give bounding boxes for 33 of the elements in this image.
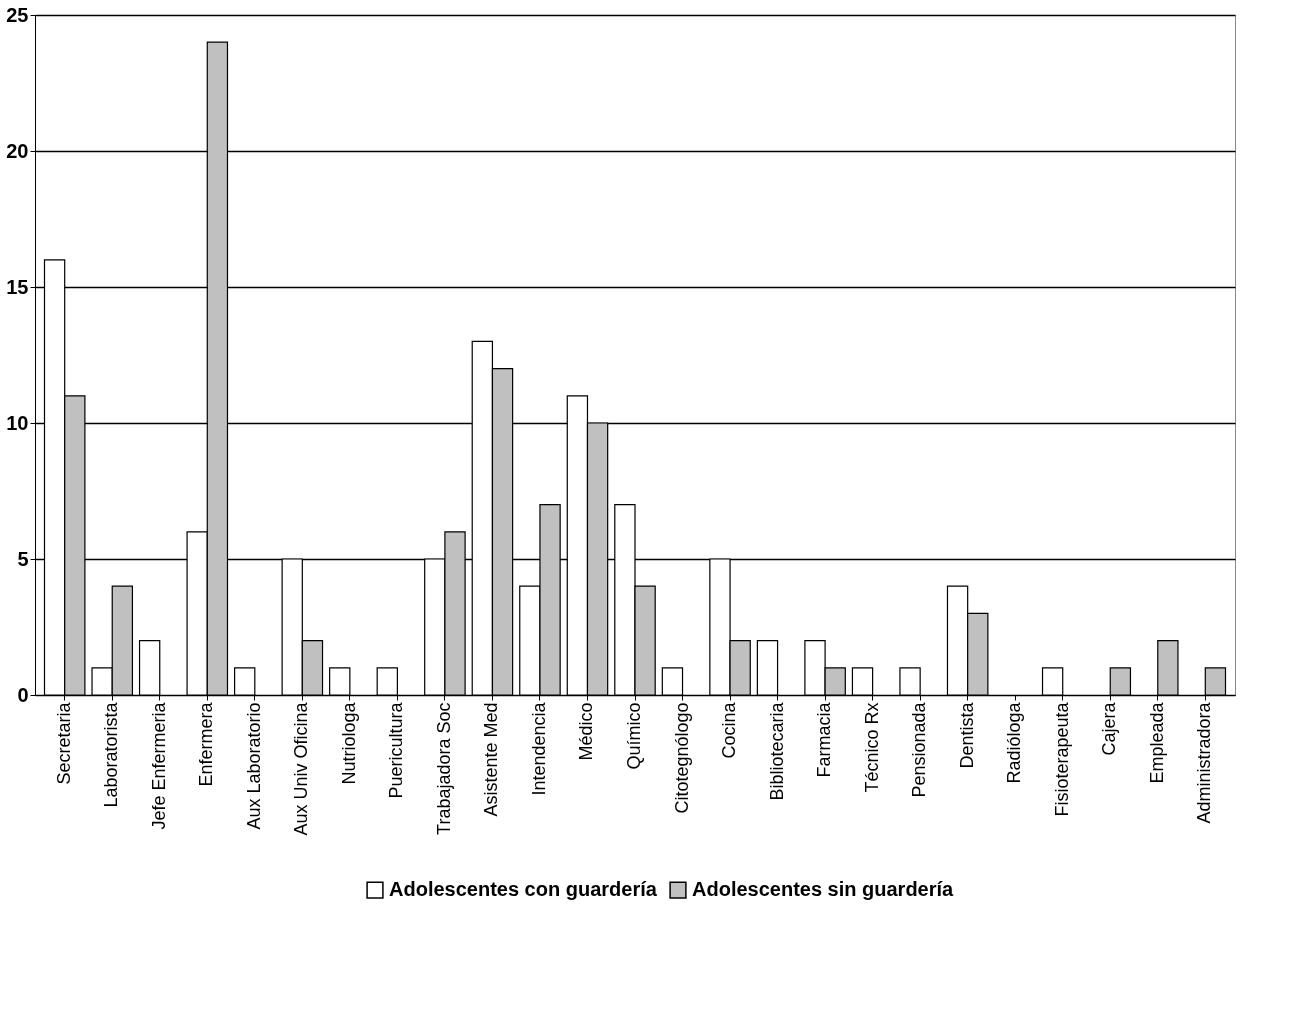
- legend-label: Adolescentes con guardería: [389, 878, 658, 901]
- x-tick-label: Farmacia: [814, 701, 835, 778]
- y-tick-label: 25: [6, 3, 29, 26]
- x-tick-label: Citotegnólogo: [671, 702, 692, 814]
- x-tick-label: Laboratorista: [101, 701, 122, 808]
- x-tick-label: Bibliotecaria: [766, 701, 787, 801]
- x-tick-label: Administradora: [1194, 701, 1215, 824]
- x-tick-label: Radióloga: [1004, 701, 1025, 784]
- x-tick-label: Puericultura: [386, 701, 407, 799]
- x-tick-label: Enfermera: [196, 701, 217, 787]
- x-tick-label: Fisioterapeuta: [1051, 701, 1072, 817]
- x-tick-label: Secretaria: [53, 701, 74, 785]
- x-tick-label: Jefe Enfermeria: [148, 701, 169, 830]
- x-tick-label: Empleada: [1146, 701, 1167, 784]
- y-tick-label: 5: [17, 547, 29, 570]
- x-tick-label: Técnico Rx: [861, 702, 882, 793]
- x-tick-label: Cocina: [719, 701, 740, 759]
- y-tick-label: 20: [6, 139, 29, 162]
- x-tick-label: Químico: [624, 702, 644, 770]
- y-tick-label: 10: [6, 411, 29, 434]
- x-tick-label: Cajera: [1099, 701, 1120, 756]
- x-tick-label: Aux Univ Oficina: [291, 701, 312, 836]
- x-tick-label: Dentista: [956, 701, 977, 769]
- y-tick-label: 15: [6, 275, 29, 298]
- y-tick-label: 0: [17, 683, 29, 706]
- x-tick-label: Asistente Med: [481, 702, 502, 817]
- x-tick-label: Aux Laboratorio: [243, 702, 264, 830]
- legend-label: Adolescentes sin guardería: [692, 878, 955, 901]
- x-tick-label: Nutriologa: [338, 701, 359, 785]
- x-tick-label: Médico: [576, 702, 597, 761]
- x-tick-label: Pensionada: [909, 701, 930, 798]
- x-tick-label: Intendencia: [528, 701, 549, 796]
- x-tick-label: Trabajadora Soc: [433, 702, 454, 835]
